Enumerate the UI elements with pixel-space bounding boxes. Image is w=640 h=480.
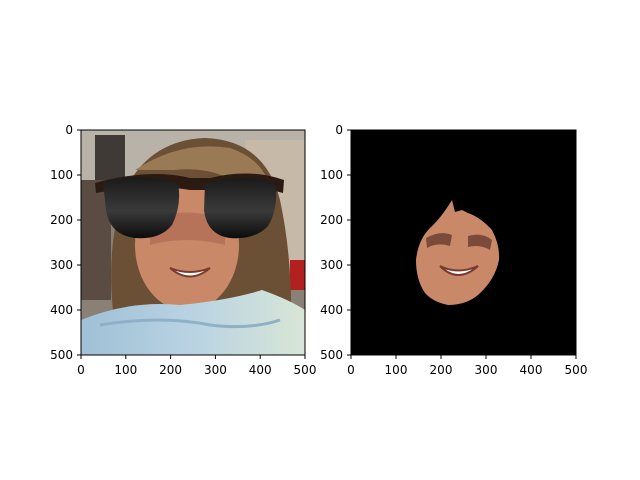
- left-x-tick-label: 300: [204, 363, 227, 377]
- sunglasses-overlay: [95, 173, 284, 239]
- left-image: [81, 130, 305, 355]
- left-x-tick-label: 400: [249, 363, 272, 377]
- left-y-tick-label: 500: [50, 348, 73, 362]
- right-image: [351, 130, 576, 355]
- left-y-tick-label: 0: [65, 123, 73, 137]
- right-x-tick-label: 400: [520, 363, 543, 377]
- right-x-tick-label: 0: [347, 363, 355, 377]
- right-x-tick-label: 300: [475, 363, 498, 377]
- right-y-tick-label: 0: [335, 123, 343, 137]
- right-x-tick-label: 200: [430, 363, 453, 377]
- left-x-tick-label: 500: [294, 363, 317, 377]
- right-y-tick-label: 500: [320, 348, 343, 362]
- right-y-tick-label: 100: [320, 168, 343, 182]
- left-y-tick-label: 300: [50, 258, 73, 272]
- left-x-tick-label: 100: [114, 363, 137, 377]
- right-axes-frame: [350, 129, 577, 356]
- right-y-tick-label: 200: [320, 213, 343, 227]
- left-y-tick-label: 400: [50, 303, 73, 317]
- left-x-tick-label: 0: [77, 363, 85, 377]
- left-y-tick-label: 200: [50, 213, 73, 227]
- left-axes-frame: [80, 129, 306, 356]
- right-y-tick-label: 400: [320, 303, 343, 317]
- right-x-tick-label: 500: [565, 363, 588, 377]
- face-mask-region: [416, 200, 500, 305]
- right-x-axis: 0 100 200 300 400 500: [347, 355, 587, 377]
- right-x-tick-label: 100: [385, 363, 408, 377]
- left-x-axis: 0 100 200 300 400 500: [77, 355, 316, 377]
- left-y-axis: 0 100 200 300 400 500: [50, 123, 81, 362]
- left-x-tick-label: 200: [159, 363, 182, 377]
- right-y-axis: 0 100 200 300 400 500: [320, 123, 351, 362]
- right-y-tick-label: 300: [320, 258, 343, 272]
- left-y-tick-label: 100: [50, 168, 73, 182]
